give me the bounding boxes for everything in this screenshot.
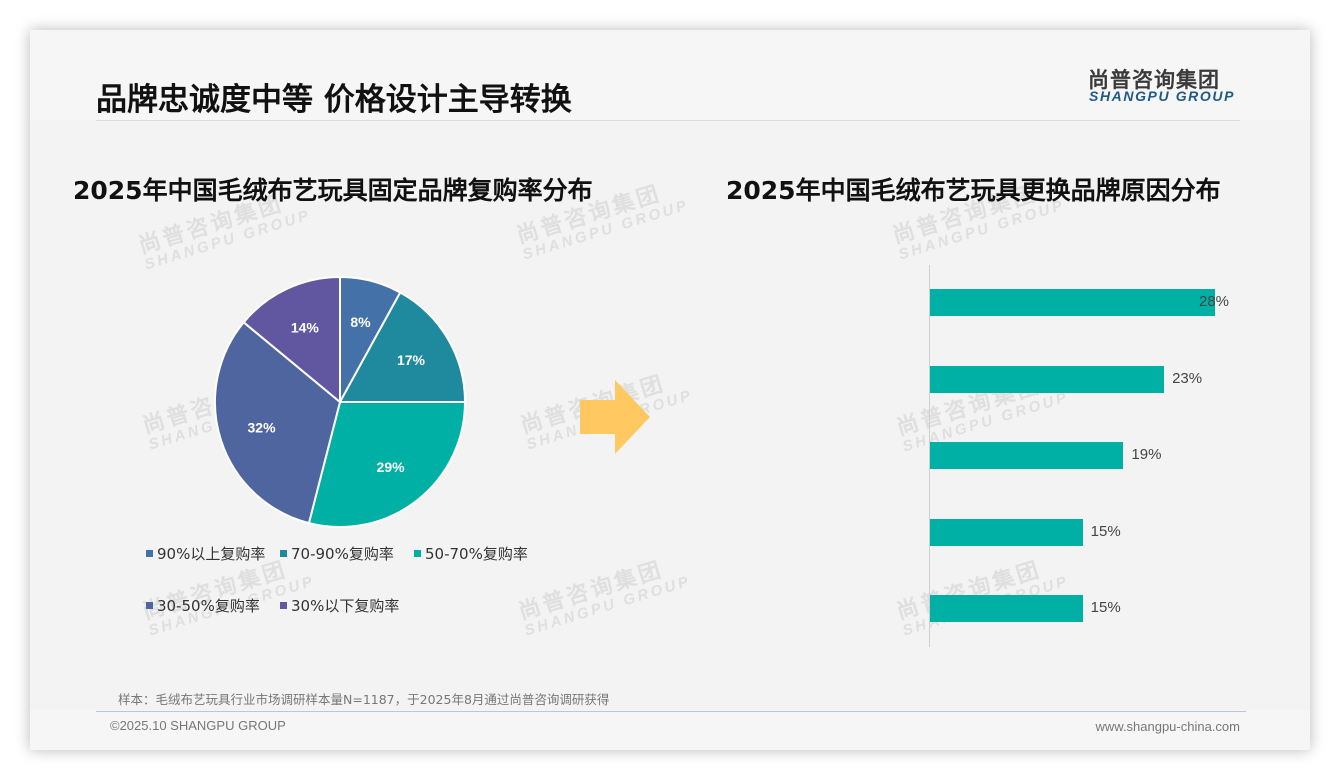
pie-slice-label: 29%	[377, 459, 406, 475]
pie-slice-label: 8%	[350, 314, 371, 330]
legend-swatch	[146, 602, 153, 609]
bar-axis	[929, 265, 930, 647]
pie-slice-label: 17%	[397, 352, 426, 368]
legend-item: 30-50%复购率	[146, 595, 260, 616]
footer-divider	[96, 711, 1246, 712]
pie-chart: 8% 17% 29% 32% 14%	[214, 275, 467, 528]
legend-swatch	[280, 602, 287, 609]
title-divider	[96, 120, 1240, 121]
bar	[930, 289, 1215, 316]
bar-value-label: 15%	[1090, 599, 1121, 616]
legend-item: 90%以上复购率	[146, 543, 265, 564]
pie-slice	[214, 320, 342, 525]
sample-note: 样本：毛绒布艺玩具行业市场调研样本量N=1187，于2025年8月通过尚普咨询调…	[118, 692, 610, 707]
legend-swatch	[280, 550, 287, 557]
legend-swatch	[414, 550, 421, 557]
legend-item: 50-70%复购率	[414, 543, 528, 564]
pie-slice-label: 14%	[291, 319, 320, 335]
legend-item: 30%以下复购率	[280, 595, 399, 616]
bar-chart-title: 2025年中国毛绒布艺玩具更换品牌原因分布	[726, 176, 1221, 205]
legend-item: 70-90%复购率	[280, 543, 394, 564]
legend-swatch	[146, 550, 153, 557]
pie-slice	[338, 291, 467, 403]
bar-value-label: 19%	[1131, 446, 1162, 463]
logo-cn: 尚普咨询集团	[1088, 68, 1220, 92]
copyright: ©2025.10 SHANGPU GROUP	[110, 718, 286, 733]
bar	[930, 519, 1083, 546]
right-arrow-icon	[580, 380, 650, 454]
bar-value-label: 28%	[1199, 293, 1230, 310]
slide: 尚普咨询集团 SHANGPU GROUP 尚普咨询集团 SHANGPU GROUP …	[30, 30, 1310, 750]
bar	[930, 595, 1083, 622]
pie-slice	[307, 401, 467, 528]
pie-slice-label: 32%	[248, 419, 277, 435]
website-link[interactable]: www.shangpu-china.com	[1095, 719, 1240, 734]
page-title: 品牌忠诚度中等 价格设计主导转换	[96, 82, 572, 118]
footer-band	[30, 710, 1310, 750]
bar	[930, 442, 1124, 469]
bar	[930, 366, 1165, 393]
pie-slice	[242, 275, 341, 405]
header-band	[30, 30, 1310, 120]
logo-en: SHANGPU GROUP	[1089, 88, 1236, 104]
pie-chart-title: 2025年中国毛绒布艺玩具固定品牌复购率分布	[73, 176, 593, 205]
bar-value-label: 15%	[1090, 523, 1121, 540]
bar-value-label: 23%	[1172, 370, 1203, 387]
